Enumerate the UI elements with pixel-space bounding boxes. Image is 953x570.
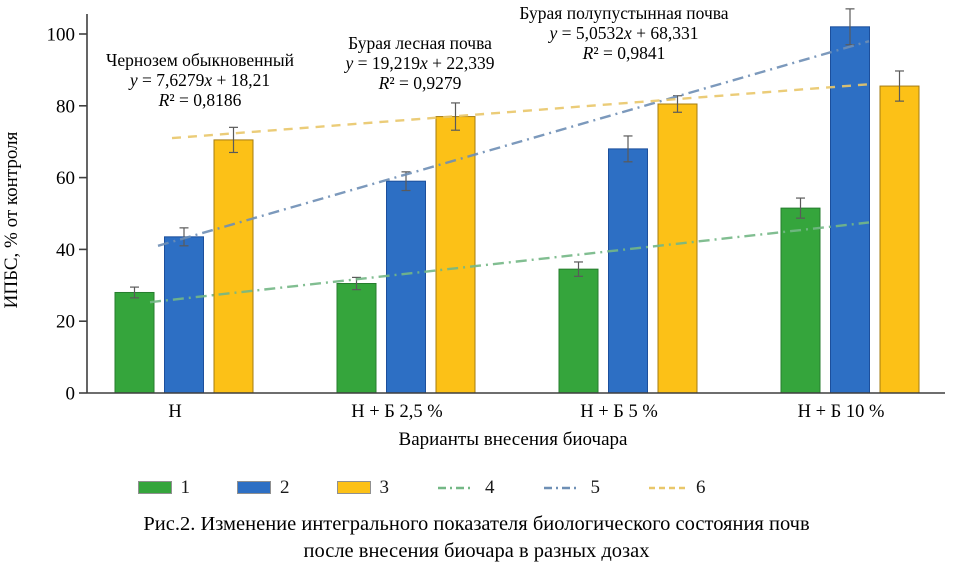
legend-item-series-2: 2 — [237, 478, 290, 497]
legend-item-trend-6: 6 — [647, 478, 706, 497]
bar-series3-cat1 — [213, 139, 254, 394]
annotation-title-2: Бурая лесная почва — [348, 33, 492, 53]
caption-line-1: Рис.2. Изменение интегрального показател… — [143, 513, 810, 535]
annotation-r2-3: R² = 0,9841 — [582, 43, 666, 63]
x-tick-label-cat3: Н + Б 5 % — [580, 402, 658, 422]
trend-line-4 — [149, 221, 870, 304]
y-tick-label-80: 80 — [56, 96, 75, 117]
y-tick-label-60: 60 — [56, 168, 75, 189]
legend-item-series-1: 1 — [137, 477, 191, 498]
y-tick-label-100: 100 — [47, 25, 76, 46]
chart-svg: 0 20 40 60 80 100 Н Н + Б 2,5 % Н + Б 5 % Н + Б 1… — [1, 3, 945, 450]
bar-series2-cat2 — [386, 180, 426, 394]
legend-swatch-line-6 — [649, 486, 685, 489]
bar-series2-cat3 — [608, 148, 648, 394]
annotation-equation-1: y = 7,6279x + 18,21 — [128, 70, 270, 90]
legend-item-trend-4: 4 — [436, 478, 495, 497]
caption-line-2: после внесения биочара в разных дозах — [303, 540, 650, 563]
annotation-title-1: Чернозем обыкновенный — [106, 50, 294, 70]
legend-swatch-bar-1 — [137, 481, 172, 494]
bar-series3-cat4 — [879, 85, 920, 394]
bar-series2-cat1 — [164, 236, 204, 394]
annotation-r2-1: R² = 0,8186 — [158, 90, 242, 110]
bar-series3-cat2 — [435, 116, 476, 394]
legend-item-trend-5: 5 — [542, 477, 601, 498]
annotation-equation-3: y = 5,0532x + 68,331 — [547, 23, 698, 43]
legend-item-series-3: 3 — [336, 477, 390, 498]
annotation-r2-2: R² = 0,9279 — [378, 73, 462, 93]
legend-label-3: 3 — [379, 477, 390, 498]
legend-label-2: 2 — [280, 477, 290, 498]
bar-series1-cat2 — [336, 283, 377, 394]
bar-series1-cat4 — [780, 207, 821, 394]
x-tick-label-cat1: Н — [168, 402, 181, 422]
bar-series2-cat4 — [830, 26, 870, 394]
legend-swatch-line-4 — [438, 486, 474, 489]
x-axis-title: Варианты внесения биочара — [399, 429, 628, 450]
bar-series1-cat1 — [114, 291, 155, 394]
legend-label-6: 6 — [696, 477, 706, 498]
bar-series1-cat3 — [558, 268, 599, 394]
legend-label-5: 5 — [590, 477, 601, 498]
x-tick-label-cat4: Н + Б 10 % — [798, 402, 885, 422]
legend-label-1: 1 — [180, 477, 191, 498]
legend-label-4: 4 — [485, 477, 495, 498]
chart-legend: 1 2 3 4 5 6 — [0, 478, 898, 497]
legend-swatch-bar-3 — [336, 481, 371, 494]
bar-series3-cat3 — [657, 103, 698, 394]
x-tick-label-cat2: Н + Б 2,5 % — [351, 402, 442, 422]
figure-caption: Рис.2. Изменение интегрального показател… — [0, 511, 953, 565]
legend-swatch-bar-2 — [237, 481, 271, 494]
trend-line-5 — [157, 40, 870, 247]
legend-swatch-line-5 — [543, 486, 580, 489]
trend-line-6 — [171, 83, 870, 140]
y-tick-label-20: 20 — [56, 312, 75, 333]
annotation-title-3: Бурая полупустынная почва — [519, 3, 728, 23]
y-tick-label-0: 0 — [66, 384, 76, 405]
annotation-equation-2: y = 19,219x + 22,339 — [343, 53, 494, 73]
y-tick-label-40: 40 — [56, 240, 75, 261]
y-axis-title: ИПБС, % от контроля — [1, 131, 22, 308]
